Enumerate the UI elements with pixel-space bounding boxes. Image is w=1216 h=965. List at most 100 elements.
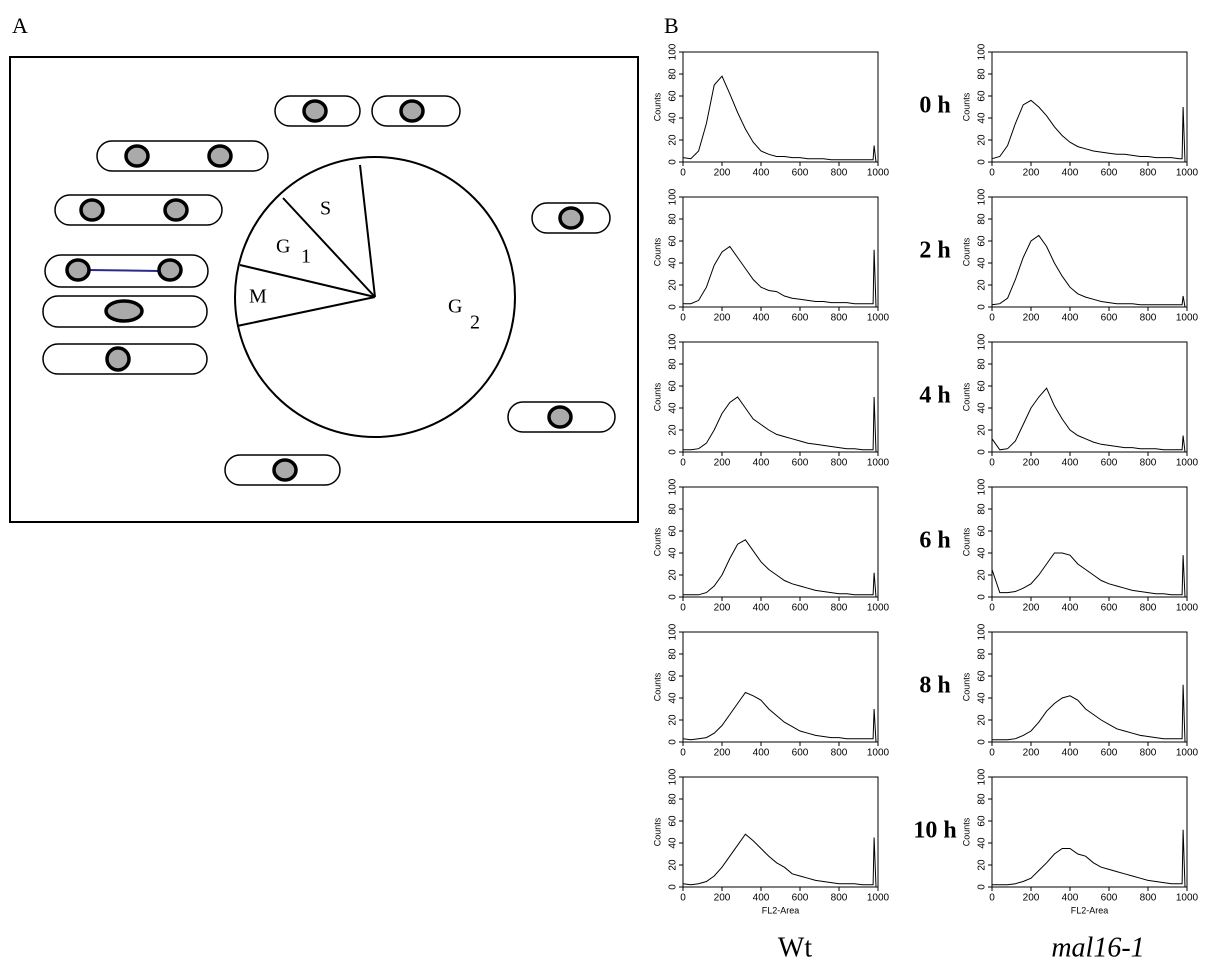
x-tick-label: 400 bbox=[753, 748, 770, 759]
x-tick-label: 600 bbox=[792, 893, 809, 904]
y-axis-label: Counts bbox=[652, 237, 662, 266]
x-tick-label: 200 bbox=[714, 748, 731, 759]
y-axis-label: Counts bbox=[961, 672, 971, 701]
x-tick-label: 400 bbox=[1062, 168, 1079, 179]
y-tick-label: 60 bbox=[668, 815, 679, 827]
x-tick-label: 0 bbox=[989, 313, 995, 324]
y-tick-label: 0 bbox=[668, 594, 679, 600]
y-tick-label: 40 bbox=[668, 402, 679, 414]
plot-frame bbox=[991, 486, 1188, 598]
plot-frame bbox=[682, 196, 879, 308]
x-tick-label: 600 bbox=[792, 313, 809, 324]
y-tick-label: 60 bbox=[668, 670, 679, 682]
x-tick-label: 1000 bbox=[867, 893, 890, 904]
y-tick-label: 60 bbox=[977, 235, 988, 247]
x-tick-label: 200 bbox=[714, 893, 731, 904]
row-label: 6 h bbox=[919, 528, 950, 554]
nucleus bbox=[65, 258, 91, 282]
row-label: 10 h bbox=[913, 818, 956, 844]
phase-labels: S G 1 M G 2 bbox=[249, 198, 480, 334]
y-tick-label: 0 bbox=[977, 594, 988, 600]
nucleus bbox=[558, 206, 584, 230]
column-label: mal16-1 bbox=[1051, 932, 1144, 963]
y-axis-label: Counts bbox=[961, 237, 971, 266]
phase-subscript: 1 bbox=[301, 246, 311, 268]
phase-label: G bbox=[448, 296, 462, 318]
y-tick-label: 60 bbox=[977, 380, 988, 392]
y-tick-label: 80 bbox=[977, 648, 988, 660]
phase-label: S bbox=[320, 198, 331, 220]
y-tick-label: 100 bbox=[977, 478, 988, 495]
x-tick-label: 800 bbox=[1140, 313, 1157, 324]
nucleus bbox=[124, 144, 150, 168]
y-tick-label: 40 bbox=[977, 402, 988, 414]
y-tick-label: 40 bbox=[668, 112, 679, 124]
y-tick-label: 0 bbox=[977, 884, 988, 890]
plot-frame bbox=[682, 486, 879, 598]
x-tick-label: 1000 bbox=[1176, 458, 1199, 469]
plot-frame bbox=[991, 51, 1188, 163]
x-tick-label: 200 bbox=[714, 313, 731, 324]
panel-label: A bbox=[12, 13, 28, 38]
x-tick-label: 200 bbox=[1023, 748, 1040, 759]
histogram-line bbox=[991, 234, 1186, 308]
y-tick-label: 0 bbox=[668, 739, 679, 745]
y-tick-label: 100 bbox=[977, 768, 988, 785]
y-tick-label: 100 bbox=[668, 478, 679, 495]
y-axis-label: Counts bbox=[652, 92, 662, 121]
x-tick-label: 200 bbox=[1023, 458, 1040, 469]
row-label: 0 h bbox=[919, 93, 950, 119]
x-tick-label: 0 bbox=[989, 458, 995, 469]
y-tick-label: 100 bbox=[668, 768, 679, 785]
x-tick-label: 800 bbox=[1140, 458, 1157, 469]
pie-divider bbox=[282, 197, 376, 298]
x-tick-label: 0 bbox=[989, 893, 995, 904]
x-tick-label: 600 bbox=[1101, 313, 1118, 324]
y-tick-label: 80 bbox=[668, 68, 679, 80]
x-tick-label: 0 bbox=[989, 603, 995, 614]
y-tick-label: 20 bbox=[977, 424, 988, 436]
histogram-line bbox=[682, 833, 877, 888]
x-tick-label: 0 bbox=[680, 603, 686, 614]
x-tick-label: 600 bbox=[1101, 168, 1118, 179]
histogram-line bbox=[991, 552, 1186, 598]
x-tick-label: 400 bbox=[1062, 748, 1079, 759]
x-tick-label: 0 bbox=[680, 458, 686, 469]
y-tick-label: 0 bbox=[668, 159, 679, 165]
y-tick-label: 80 bbox=[977, 793, 988, 805]
y-tick-label: 60 bbox=[668, 235, 679, 247]
x-tick-label: 200 bbox=[1023, 893, 1040, 904]
y-tick-label: 20 bbox=[977, 714, 988, 726]
x-tick-label: 200 bbox=[714, 458, 731, 469]
x-tick-label: 200 bbox=[1023, 168, 1040, 179]
x-tick-label: 200 bbox=[1023, 603, 1040, 614]
plot-frame bbox=[991, 341, 1188, 453]
y-tick-label: 100 bbox=[668, 188, 679, 205]
y-tick-label: 40 bbox=[977, 692, 988, 704]
row-label: 8 h bbox=[919, 673, 950, 699]
column-label: Wt bbox=[778, 932, 812, 963]
histogram-line bbox=[682, 75, 877, 163]
y-axis-label: Counts bbox=[652, 527, 662, 556]
y-tick-label: 100 bbox=[977, 43, 988, 60]
y-tick-label: 100 bbox=[668, 43, 679, 60]
x-tick-label: 800 bbox=[831, 603, 848, 614]
y-tick-label: 20 bbox=[977, 569, 988, 581]
x-tick-label: 800 bbox=[1140, 748, 1157, 759]
nucleus bbox=[207, 144, 233, 168]
y-tick-label: 60 bbox=[977, 670, 988, 682]
nucleus bbox=[79, 198, 105, 222]
y-tick-label: 80 bbox=[977, 213, 988, 225]
x-tick-label: 1000 bbox=[1176, 313, 1199, 324]
x-tick-label: 1000 bbox=[867, 748, 890, 759]
y-tick-label: 100 bbox=[977, 188, 988, 205]
y-tick-label: 40 bbox=[977, 837, 988, 849]
plot-frame bbox=[682, 51, 879, 163]
x-tick-label: 400 bbox=[1062, 893, 1079, 904]
plot-frame bbox=[991, 196, 1188, 308]
x-tick-label: 1000 bbox=[1176, 893, 1199, 904]
y-axis-label: Counts bbox=[961, 527, 971, 556]
cell-cycle-diagram bbox=[9, 56, 639, 523]
cell bbox=[96, 140, 269, 172]
